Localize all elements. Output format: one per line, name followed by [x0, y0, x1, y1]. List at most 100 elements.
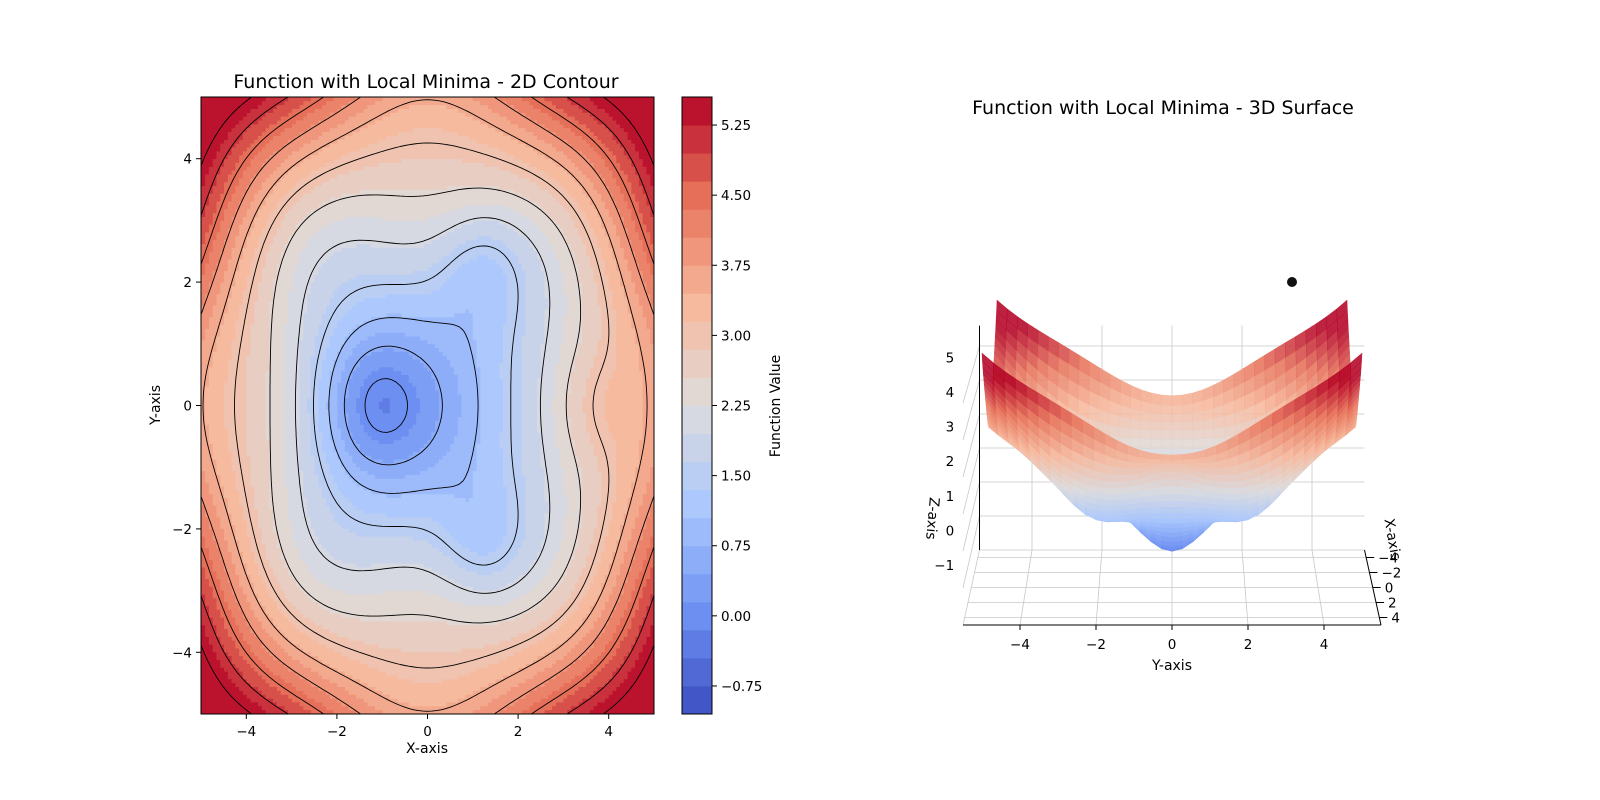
- surface-patch: [1149, 500, 1162, 508]
- contour-x-axis-label: X-axis: [406, 741, 448, 757]
- surface-patch: [1150, 429, 1162, 440]
- surface-patch: [1213, 415, 1225, 429]
- contour-y-tick-label: 2: [183, 275, 192, 291]
- contour-band-9: [299, 220, 549, 591]
- surface-patch: [1182, 512, 1195, 519]
- surface-patch: [1151, 412, 1162, 423]
- colorbar-band: [682, 265, 712, 294]
- surface-patch: [1151, 403, 1162, 415]
- surface-y-tick-label: 0: [1168, 637, 1177, 653]
- surface-patch: [1140, 438, 1152, 450]
- surface-z-tick-label: 1: [946, 489, 955, 505]
- surface-x-tick-label: −4: [1378, 551, 1398, 567]
- surface-patch: [1160, 454, 1173, 460]
- surface-patch: [1171, 458, 1184, 463]
- surface-patch: [1215, 474, 1228, 482]
- colorbar-tick-label: 3.75: [721, 258, 751, 274]
- surface-patch: [1213, 426, 1225, 439]
- contour-line: [200, 96, 655, 715]
- surface-patch: [1130, 428, 1142, 440]
- colorbar-band: [682, 461, 712, 491]
- colorbar-band: [682, 573, 712, 603]
- contour-chart: Function with Local Minima - 2D Contour …: [148, 71, 655, 757]
- surface-patch: [1171, 493, 1184, 502]
- colorbar-band: [682, 433, 712, 463]
- colorbar-band: [682, 517, 712, 547]
- surface-patch: [1192, 420, 1204, 431]
- surface-patch: [1119, 426, 1131, 439]
- contour-line: [202, 99, 648, 712]
- surface-patch: [1161, 422, 1173, 431]
- contour-x-tick-label: 4: [604, 724, 613, 740]
- surface-patch: [1171, 413, 1183, 423]
- contour-line: [200, 96, 655, 715]
- surface-patch: [1140, 429, 1152, 440]
- contour-line: [364, 378, 408, 433]
- surface-patch: [1160, 517, 1173, 524]
- colorbar-tick-label: 0.00: [721, 609, 751, 625]
- surface-y-tick-label: 4: [1320, 637, 1329, 653]
- colorbar-label: Function Value: [768, 355, 784, 457]
- surface-patch: [1160, 512, 1173, 519]
- colorbar-band: [682, 209, 712, 238]
- surface-patch: [1139, 512, 1151, 518]
- surface-patch: [1182, 392, 1193, 406]
- surface-patch: [1171, 512, 1184, 519]
- surface-patch: [1226, 487, 1239, 495]
- surface-y-tick-label: −2: [1086, 637, 1106, 653]
- surface-patch: [1182, 500, 1195, 508]
- colorbar-bands: [682, 97, 712, 715]
- contour-fill: [201, 97, 655, 715]
- surface-patch: [1171, 454, 1184, 460]
- colorbar-band: [682, 125, 712, 154]
- colorbar-tick-label: 2.25: [721, 399, 751, 415]
- surface-patch: [1160, 485, 1173, 495]
- contour-band-11: [265, 185, 583, 626]
- surface-patch: [1192, 438, 1204, 450]
- surface-patch: [1192, 429, 1204, 440]
- colorbar-tick-label: 1.50: [721, 469, 751, 485]
- colorbar-band: [682, 545, 712, 575]
- contour-y-tick-label: 4: [183, 152, 192, 168]
- contour-x-tick-label: 2: [514, 724, 523, 740]
- colorbar-band: [682, 321, 712, 350]
- surface-grid-line: [962, 549, 980, 626]
- surface-patch: [1226, 499, 1239, 506]
- surface-patch: [1223, 424, 1235, 438]
- surface-patch: [1150, 438, 1162, 450]
- surface-grid-line: [962, 515, 980, 589]
- surface-patch: [1171, 517, 1184, 524]
- surface-z-tick-label: 3: [946, 420, 955, 436]
- contour-x-tick-label: −4: [236, 724, 256, 740]
- colorbar-band: [682, 181, 712, 210]
- surface-patch: [1130, 418, 1142, 430]
- surface-patch: [1171, 478, 1184, 488]
- surface-patch: [1202, 418, 1214, 430]
- colorbar-ticks: −0.75 0.00 0.75 1.50 2.25 3.00 3.75 4.50 5.25: [712, 118, 762, 695]
- colorbar-tick-label: −0.75: [721, 679, 762, 695]
- surface-patch: [1160, 500, 1173, 508]
- surface-grid-line: [962, 447, 980, 515]
- contour-line: [328, 317, 479, 494]
- contour-band-6: [325, 309, 481, 503]
- colorbar-band: [682, 657, 712, 687]
- colorbar-band: [682, 405, 712, 435]
- contour-line: [313, 245, 519, 566]
- surface-patch: [1161, 438, 1173, 450]
- surface-patch: [1140, 410, 1152, 422]
- contour-y-tick-label: 0: [183, 399, 192, 415]
- contour-band-7: [318, 255, 508, 557]
- surface-z-tick-label: 2: [946, 454, 955, 470]
- surface-patch: [1182, 506, 1195, 513]
- colorbar-tick-label: 4.50: [721, 188, 751, 204]
- colorbar-band: [682, 153, 712, 182]
- colorbar-band: [682, 97, 712, 126]
- surface-patch: [1105, 493, 1118, 500]
- surface-patch: [1192, 410, 1204, 422]
- colorbar-band: [682, 489, 712, 519]
- surface-patch: [1161, 404, 1173, 415]
- colorbar-band: [682, 601, 712, 631]
- contour-band-4: [344, 347, 440, 464]
